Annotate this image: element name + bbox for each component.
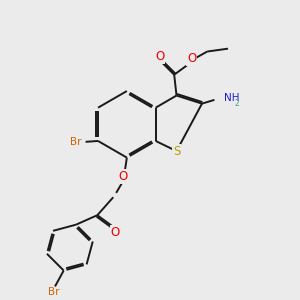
Text: O: O <box>155 50 164 63</box>
Text: S: S <box>173 145 180 158</box>
Text: O: O <box>111 226 120 239</box>
Text: NH: NH <box>224 93 239 103</box>
Text: O: O <box>119 170 128 183</box>
Text: Br: Br <box>70 137 82 147</box>
Text: Br: Br <box>48 287 59 297</box>
Text: 2: 2 <box>234 99 239 108</box>
Text: O: O <box>187 52 196 65</box>
